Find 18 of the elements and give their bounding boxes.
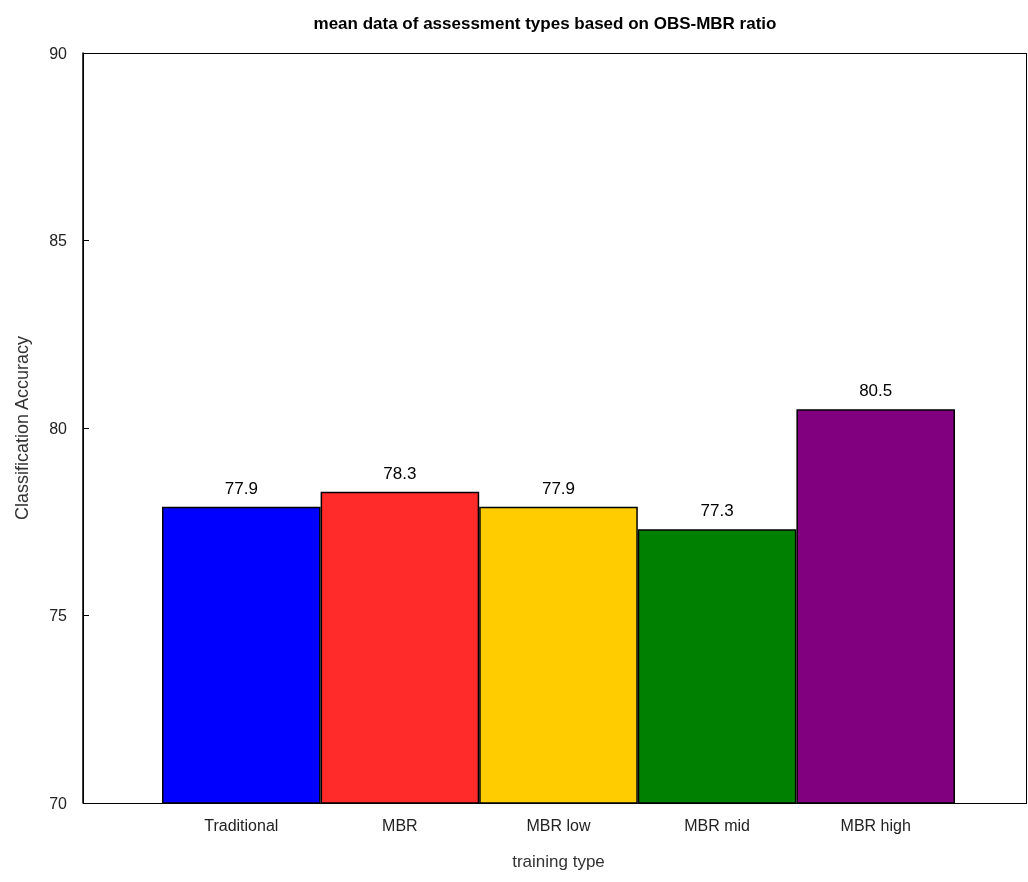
data-label: 77.9: [541, 478, 576, 498]
y-tick-label: 90: [49, 44, 68, 62]
x-tick-label: MBR low: [526, 816, 591, 834]
x-tick-label: MBR high: [840, 816, 911, 834]
x-tick-label: MBR mid: [684, 816, 750, 834]
data-label: 77.3: [700, 501, 734, 521]
y-tick-label: 80: [49, 419, 68, 437]
data-label: 78.3: [383, 463, 417, 483]
chart-title: mean data of assessment types based on OBS-MBR ratio: [313, 14, 777, 33]
data-label: 80.5: [859, 381, 893, 401]
x-tick-label: Traditional: [204, 816, 279, 834]
data-label: 77.9: [224, 478, 258, 498]
x-tick-label: MBR: [382, 816, 418, 834]
y-axis-title: Classification Accuracy: [12, 335, 32, 521]
x-axis-title: training type: [512, 852, 605, 871]
y-tick-label: 75: [49, 607, 68, 624]
y-tick-label: 70: [49, 794, 68, 812]
y-tick-label: 85: [49, 232, 68, 249]
